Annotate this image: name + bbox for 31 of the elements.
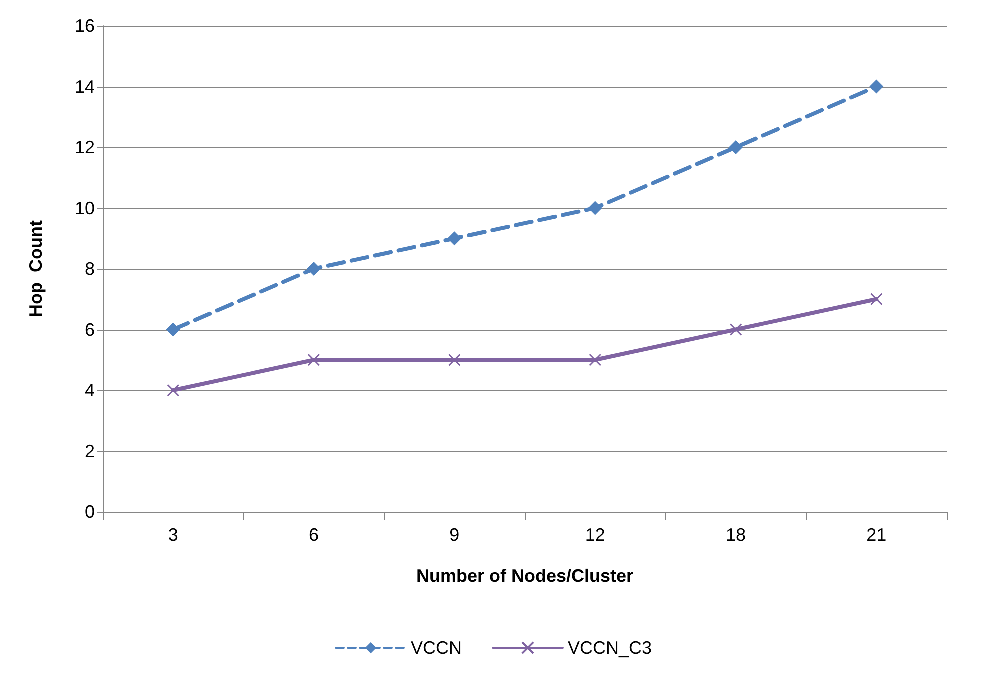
point <box>870 293 883 306</box>
y-tick-label: 8 <box>84 259 95 279</box>
point <box>588 201 602 216</box>
x-tick-label: 6 <box>308 525 320 545</box>
point <box>870 80 884 94</box>
y-tick-label: 16 <box>74 16 95 36</box>
x-tick-label: 18 <box>726 525 746 545</box>
y-tick-label: 12 <box>74 138 95 158</box>
point <box>167 384 180 397</box>
x-tick-label: 3 <box>168 525 178 545</box>
point <box>448 354 461 366</box>
x-tick-label: 9 <box>450 525 460 545</box>
y-tick-label: 10 <box>74 198 95 218</box>
point <box>589 354 602 366</box>
point <box>448 232 462 246</box>
y-axis-title: Hop Count <box>26 220 46 318</box>
point <box>729 140 743 154</box>
y-tick-label: 14 <box>74 76 95 97</box>
y-tick-label: 2 <box>84 441 95 462</box>
point <box>308 354 320 366</box>
x-tick-label: 12 <box>585 525 606 545</box>
y-tick-label: 4 <box>84 380 95 400</box>
y-tick-label: 0 <box>84 502 95 522</box>
x-axis-title: Number of Nodes/Cluster <box>416 566 634 586</box>
legend-label: VCCN <box>410 638 462 658</box>
y-tick-label: 6 <box>84 320 95 340</box>
point <box>730 324 742 336</box>
legend-label: VCCN_C3 <box>568 638 652 658</box>
point <box>166 322 180 337</box>
x-tick-label: 21 <box>866 525 887 545</box>
point <box>307 262 321 276</box>
